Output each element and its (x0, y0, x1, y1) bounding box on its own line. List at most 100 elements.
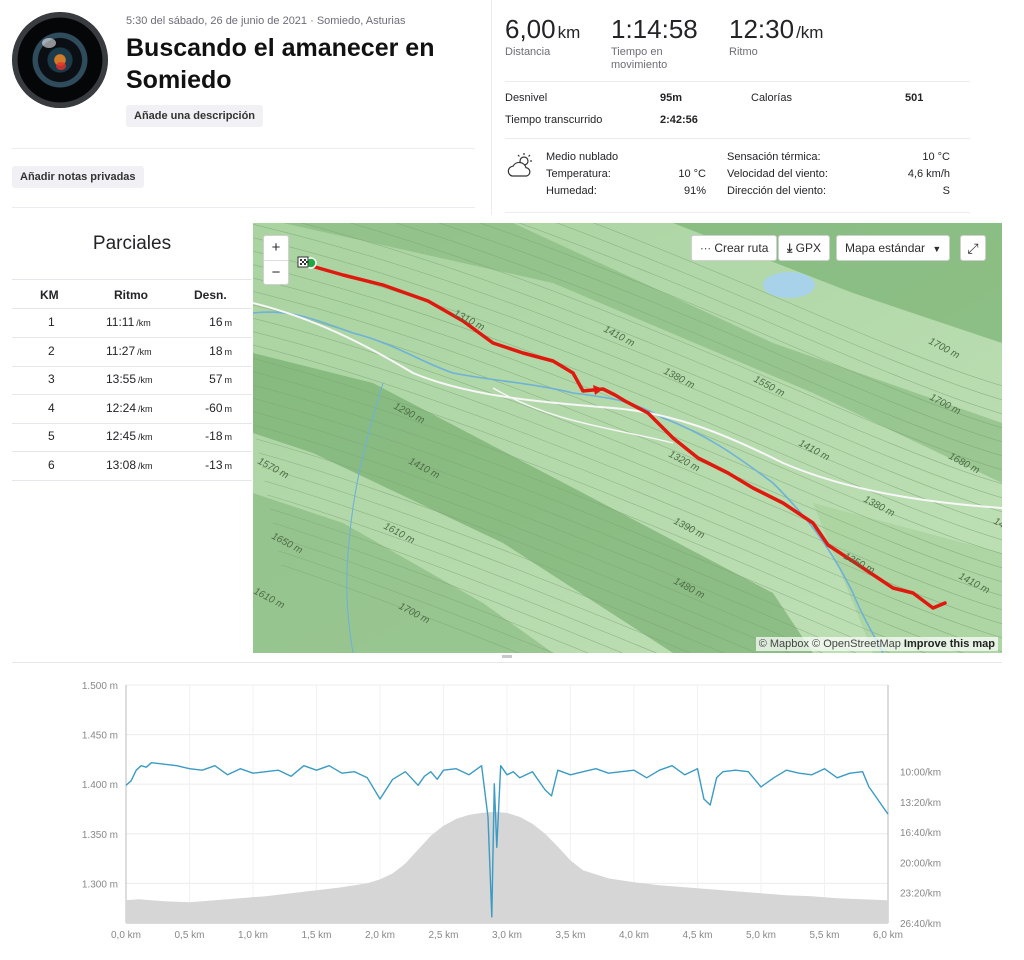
zoom-out-button[interactable]: − (271, 264, 281, 281)
elevation-area (126, 811, 888, 923)
attribution-text: © Mapbox © OpenStreetMap (758, 638, 901, 650)
y-tick-label: 1.400 m (82, 780, 118, 791)
cloud-sun-icon (507, 153, 532, 177)
divider (12, 394, 252, 395)
pace-label: Ritmo (729, 46, 758, 58)
map-style-select[interactable]: Mapa estándar ▼ (836, 235, 951, 261)
wind-direction-value: S (942, 185, 950, 197)
vertical-divider (491, 0, 492, 215)
elevation-value: 95m (660, 92, 683, 104)
elevation-pace-chart[interactable]: 1.500 m 1.450 m 1.400 m 1.350 m 1.300 m 0,0 k… (12, 662, 1002, 957)
improve-map-link[interactable]: Improve this map (903, 638, 995, 650)
x-tick-label: 2,5 km (428, 930, 458, 941)
splits-header-km: KM (40, 288, 59, 302)
divider (12, 337, 252, 338)
split-km: 5 (48, 429, 55, 443)
split-elev: -60 m (205, 400, 232, 415)
divider (505, 81, 970, 82)
x-tick-label: 5,0 km (746, 930, 776, 941)
humidity-value: 91% (683, 185, 706, 197)
divider (12, 479, 252, 481)
splits-title: Parciales (92, 233, 172, 254)
expand-icon[interactable]: ⤢ (960, 235, 986, 261)
activity-title: Buscando el amanecer en Somiedo (126, 34, 435, 94)
y-tick-label: 1.450 m (82, 731, 118, 742)
split-pace: 13:55/km (106, 372, 153, 386)
x-tick-label: 0,0 km (111, 930, 141, 941)
x-tick-label: 3,5 km (555, 930, 585, 941)
humidity-label: Humedad: (546, 185, 597, 197)
x-tick-label: 1,5 km (301, 930, 331, 941)
add-description-button[interactable]: Añade una descripción (126, 105, 264, 127)
pace-stat: 12:30/km (729, 14, 823, 45)
create-route-button[interactable]: ⋯ Crear ruta (691, 235, 778, 261)
split-pace: 11:27/km (106, 343, 152, 358)
feels-like-value: 10 °C (922, 151, 950, 163)
y-tick-label: 1.350 m (82, 830, 118, 841)
split-km: 6 (48, 457, 55, 472)
map-style-label: Mapa estándar (845, 241, 926, 255)
athlete-avatar[interactable] (12, 12, 108, 108)
split-elev: -18 m (205, 429, 232, 443)
wind-direction-label: Dirección del viento: (727, 185, 827, 197)
split-elev: -13 m (205, 457, 232, 472)
y2-tick-label: 26:40/km (900, 919, 941, 930)
route-dots-icon: ⋯ (700, 243, 711, 255)
elapsed-label: Tiempo transcurrido (505, 114, 603, 126)
divider (12, 422, 252, 424)
add-private-notes-button[interactable]: Añadir notas privadas (12, 166, 144, 188)
x-tick-label: 1,0 km (238, 930, 268, 941)
x-tick-label: 4,5 km (682, 930, 712, 941)
splits-panel: Parciales KM Ritmo Desn. 1 11:11/km 16 m 2 11… (12, 223, 252, 653)
zoom-in-button[interactable]: + (271, 239, 281, 256)
x-tick-label: 3,0 km (492, 930, 522, 941)
temperature-value: 10 °C (678, 168, 706, 180)
divider (12, 365, 252, 367)
split-elev: 16 m (209, 315, 232, 329)
divider (12, 279, 252, 280)
divider (12, 207, 475, 208)
elevation-label: Desnivel (505, 92, 548, 104)
divider (505, 212, 970, 213)
divider (12, 148, 475, 149)
activity-meta: 5:30 del sábado, 26 de junio de 2021 · S… (126, 15, 406, 27)
calories-value: 501 (905, 92, 924, 104)
x-tick-label: 6,0 km (873, 930, 903, 941)
gpx-button[interactable]: ⤓ GPX (778, 235, 830, 261)
split-elev: 57 m (209, 372, 232, 386)
resize-handle[interactable] (502, 655, 512, 658)
zoom-control: + − (263, 235, 289, 285)
split-pace: 11:11/km (106, 315, 151, 329)
split-km: 1 (48, 315, 55, 329)
y2-tick-label: 10:00/km (900, 768, 941, 779)
elapsed-value: 2:42:56 (660, 114, 698, 126)
create-route-label: Crear ruta (714, 241, 769, 255)
chart-canvas[interactable]: 1.500 m 1.450 m 1.400 m 1.350 m 1.300 m 0,0 k… (12, 663, 1002, 958)
calories-label: Calorías (751, 92, 792, 104)
moving-time-label: Tiempo en movimiento (611, 46, 667, 72)
temperature-label: Temperatura: (546, 168, 611, 180)
weather-condition: Medio nublado (546, 151, 619, 163)
x-tick-label: 2,0 km (365, 930, 395, 941)
gpx-label: GPX (795, 241, 821, 255)
divider (505, 138, 970, 139)
divider (12, 451, 252, 452)
caret-down-icon: ▼ (932, 244, 942, 254)
route-line[interactable] (306, 263, 947, 610)
x-tick-label: 4,0 km (619, 930, 649, 941)
moving-time-value: 1:14:58 (611, 14, 698, 44)
divider (12, 308, 252, 309)
map-attribution: © Mapbox © OpenStreetMap Improve this ma… (755, 637, 998, 651)
route-map[interactable]: 1310 m 1410 m 1380 m 1550 m 1700 m 1700 m 1290… (253, 223, 1002, 653)
moving-time-label-line1: Tiempo en (611, 46, 663, 58)
pace-line (125, 762, 889, 918)
y-tick-label: 1.300 m (82, 879, 118, 890)
distance-label: Distancia (505, 46, 551, 58)
feels-like-label: Sensación térmica: (727, 151, 821, 163)
distance-stat: 6,00 km (505, 14, 580, 45)
split-km: 2 (48, 343, 55, 358)
pace-unit: /km (796, 23, 824, 42)
moving-time-label-line2: movimiento (611, 59, 668, 71)
